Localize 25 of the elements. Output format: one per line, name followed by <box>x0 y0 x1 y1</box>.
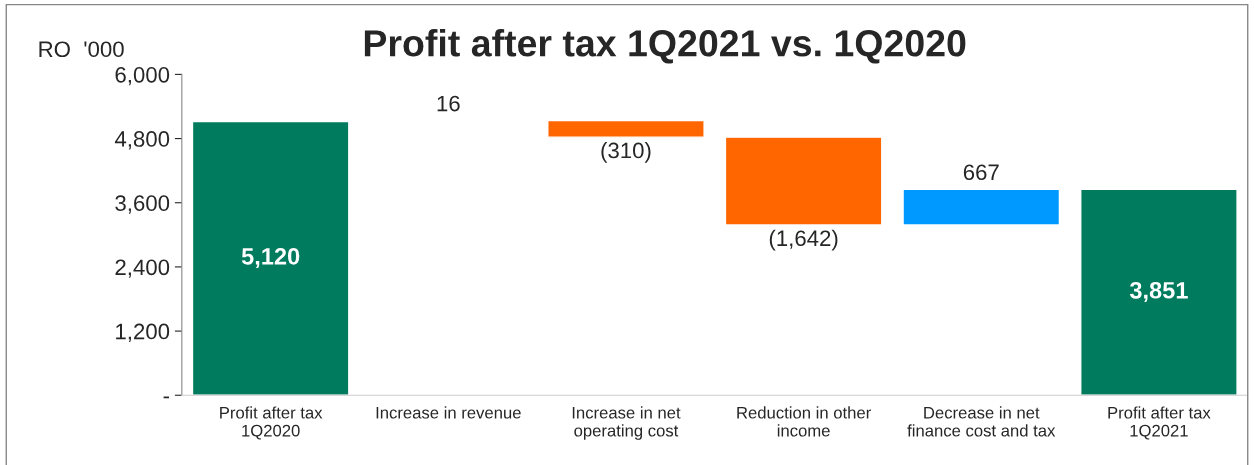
bar <box>1080 188 1238 396</box>
x-tick-label: Increase in net operating cost <box>572 406 681 440</box>
data-label: 16 <box>437 95 460 112</box>
bar <box>191 120 350 396</box>
y-tick-label: 2,400 <box>115 259 170 278</box>
data-label: 3,851 <box>1129 281 1188 303</box>
y-axis-title: RO '000 <box>39 41 124 58</box>
x-tick-label: Increase in revenue <box>376 406 521 419</box>
data-label: 5,120 <box>241 247 300 269</box>
x-tick-label: Profit after tax 1Q2021 <box>1108 406 1211 440</box>
data-label: (310) <box>601 141 651 163</box>
y-tick-label: 4,800 <box>114 131 170 150</box>
bar <box>547 119 705 138</box>
y-tick-label: 1,200 <box>116 323 170 342</box>
chart-title: Profit after tax 1Q2021 vs. 1Q2020 <box>364 29 966 64</box>
x-tick-label: Decrease in net finance cost and tax <box>907 406 1056 437</box>
y-tick-label: 6,000 <box>115 66 170 86</box>
data-label: (1,642) <box>769 229 838 251</box>
bar <box>724 136 883 226</box>
bar <box>902 188 1061 226</box>
y-tick-label: - <box>163 396 170 399</box>
x-tick-label: Reduction in other income <box>737 406 871 437</box>
data-label: 667 <box>963 164 999 181</box>
y-tick-label: 3,600 <box>115 195 170 214</box>
x-tick-label: Profit after tax 1Q2020 <box>220 406 323 440</box>
